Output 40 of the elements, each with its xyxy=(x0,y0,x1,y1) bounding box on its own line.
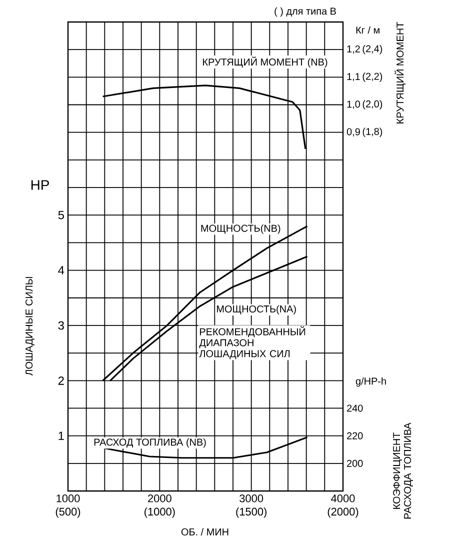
x-tick-label: 4000 xyxy=(331,494,355,502)
y3-tick-label: 220 xyxy=(347,432,363,440)
y2-tick-label: 1,1 xyxy=(347,73,360,82)
y-tick-label: 5 xyxy=(58,210,64,220)
line-series xyxy=(102,84,306,150)
x2-tick-label: (2000) xyxy=(328,508,358,518)
y-tick-label: 3 xyxy=(58,321,64,330)
line-series xyxy=(109,256,308,382)
y-axis-title: ЛОШАДИНЫЕ СИЛЫ xyxy=(26,277,34,376)
text: HP xyxy=(31,180,49,190)
text: (1,8) xyxy=(362,128,382,138)
x-axis-title: ОБ. / МИН xyxy=(181,528,228,536)
y3-axis-title: КОЭФФИЦИЕНТ РАСХОДА ТОПЛИВА xyxy=(393,422,413,519)
line-series xyxy=(102,225,308,382)
x-tick-label: 2000 xyxy=(148,494,172,502)
text: Кг / м xyxy=(356,26,380,34)
text: (2,2) xyxy=(362,72,382,82)
series-label: КРУТЯЩИЙ МОМЕНТ (NB) xyxy=(203,56,328,68)
y2-tick-label: 1,2 xyxy=(347,45,360,54)
x2-tick-label: (500) xyxy=(56,508,80,518)
text: ( ) для типа В xyxy=(274,7,336,17)
text: (2,0) xyxy=(362,100,382,110)
x2-tick-label: (1000) xyxy=(144,508,175,518)
y2-tick-label: 1,0 xyxy=(347,100,360,109)
series-label: МОЩНОСТЬ(NA) xyxy=(217,305,296,314)
y2-tick-label: 0,9 xyxy=(346,128,360,136)
x-tick-label: 1000 xyxy=(56,494,80,502)
y-tick-label: 2 xyxy=(58,376,64,385)
series-label: МОЩНОСТЬ(NB) xyxy=(201,224,280,234)
y3-tick-label: 200 xyxy=(347,460,363,467)
x-tick-label: 3000 xyxy=(240,494,264,502)
text: g/HP-h xyxy=(356,377,386,387)
y-tick-label: 4 xyxy=(58,266,64,274)
y3-tick-label: 240 xyxy=(347,404,363,412)
y-tick-label: 1 xyxy=(58,432,64,440)
text: (2,4) xyxy=(362,44,382,54)
series-label: РАСХОД ТОПЛИВА (NB) xyxy=(94,438,206,448)
annotation: РЕКОМЕНДОВАННЫЙ ДИАПАЗОН ЛОШАДИНЫХ СИЛ xyxy=(199,326,306,360)
x2-tick-label: (1500) xyxy=(236,508,266,518)
y2-axis-title: КРУТЯЩИЙ МОМЕНТ xyxy=(394,22,406,124)
